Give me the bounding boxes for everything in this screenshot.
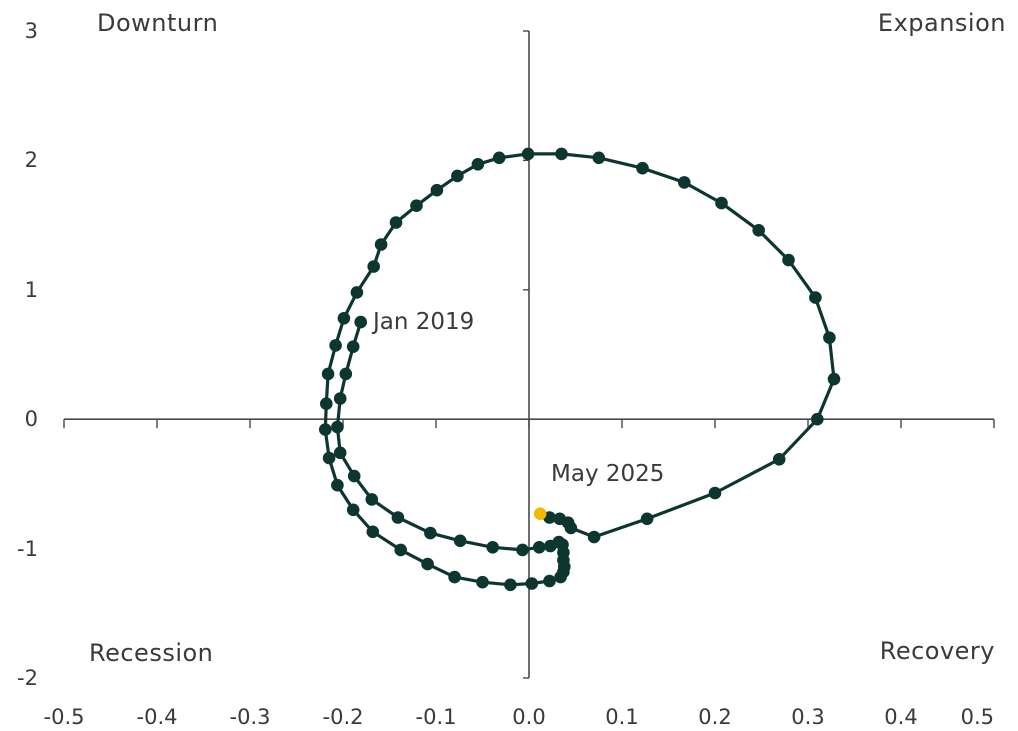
x-tick-label: -0.2 [323, 705, 364, 729]
data-point [543, 574, 556, 588]
y-tick-label: 1 [25, 278, 38, 302]
quadrant-label-recession: Recession [89, 639, 213, 667]
annotation-start: Jan 2019 [371, 309, 474, 335]
data-point [333, 392, 347, 405]
data-point [486, 541, 500, 554]
data-point [424, 526, 437, 540]
data-point [394, 543, 408, 557]
data-point [827, 372, 841, 386]
data-point [350, 286, 364, 299]
x-tick-label: 0.5 [961, 705, 994, 729]
y-tick-label: 2 [25, 148, 38, 172]
data-point [346, 340, 360, 354]
axes [63, 30, 995, 679]
y-tick-label: -1 [17, 537, 38, 561]
data-point [504, 578, 517, 592]
data-point [553, 512, 566, 526]
data-point-latest [533, 507, 547, 520]
data-point [451, 169, 464, 183]
data-point [809, 291, 822, 304]
data-point [346, 503, 360, 517]
x-tick-label: 0.0 [512, 705, 545, 729]
data-point [410, 199, 423, 212]
data-point [752, 224, 765, 237]
data-point [521, 147, 535, 161]
series-path [319, 147, 841, 592]
data-point [389, 216, 403, 229]
data-point [374, 238, 388, 251]
data-point [333, 446, 347, 460]
data-point [587, 530, 601, 544]
data-point [555, 147, 568, 161]
data-point [448, 570, 461, 584]
data-point [525, 577, 539, 590]
tick-labels: 3 2 1 0 -1 -2 -0.5 -0.4 -0.3 -0.2 -0.1 0… [17, 19, 994, 729]
quadrant-label-recovery: Recovery [880, 637, 995, 665]
data-point [365, 493, 379, 506]
data-point [331, 420, 344, 434]
data-point [319, 423, 332, 436]
data-point [329, 339, 342, 352]
data-point [331, 478, 344, 492]
data-point [715, 196, 728, 210]
data-point [532, 541, 546, 554]
data-point [811, 412, 824, 426]
data-point [471, 158, 485, 171]
data-point [636, 161, 649, 175]
data-point [347, 469, 361, 483]
data-point [391, 511, 405, 524]
data-point [476, 575, 489, 589]
x-tick-label: 0.4 [884, 705, 917, 729]
x-tick-label: -0.3 [230, 705, 271, 729]
data-point [782, 253, 795, 267]
data-point [339, 367, 353, 381]
data-point [592, 151, 606, 165]
x-tick-label: 0.3 [791, 705, 824, 729]
quadrant-label-downturn: Downturn [97, 9, 218, 37]
data-point [678, 176, 691, 189]
data-point [322, 451, 336, 465]
data-point [321, 367, 335, 381]
data-point [366, 525, 380, 539]
data-point [640, 512, 654, 526]
data-point [367, 260, 381, 273]
annotations: Jan 2019 May 2025 [371, 309, 664, 487]
data-point [554, 570, 567, 584]
data-point [354, 315, 368, 329]
data-point [320, 397, 333, 411]
x-tick-label: -0.5 [44, 705, 85, 729]
x-tick-label: 0.2 [698, 705, 731, 729]
y-tick-label: -2 [17, 666, 38, 690]
data-point [823, 331, 836, 345]
quadrant-label-expansion: Expansion [878, 9, 1006, 37]
data-point [708, 486, 722, 500]
data-point [453, 534, 467, 548]
data-point [772, 453, 786, 466]
data-point [421, 557, 434, 571]
x-tick-label: 0.1 [605, 705, 638, 729]
data-point [492, 151, 506, 165]
annotation-end: May 2025 [551, 461, 664, 487]
x-tick-label: -0.1 [416, 705, 457, 729]
data-point [337, 312, 351, 325]
data-point [430, 183, 444, 197]
y-tick-label: 0 [25, 407, 38, 431]
y-tick-label: 3 [25, 19, 38, 43]
quadrant-labels: Downturn Expansion Recession Recovery [89, 9, 1006, 667]
data-point [516, 543, 529, 557]
x-tick-label: -0.4 [137, 705, 178, 729]
